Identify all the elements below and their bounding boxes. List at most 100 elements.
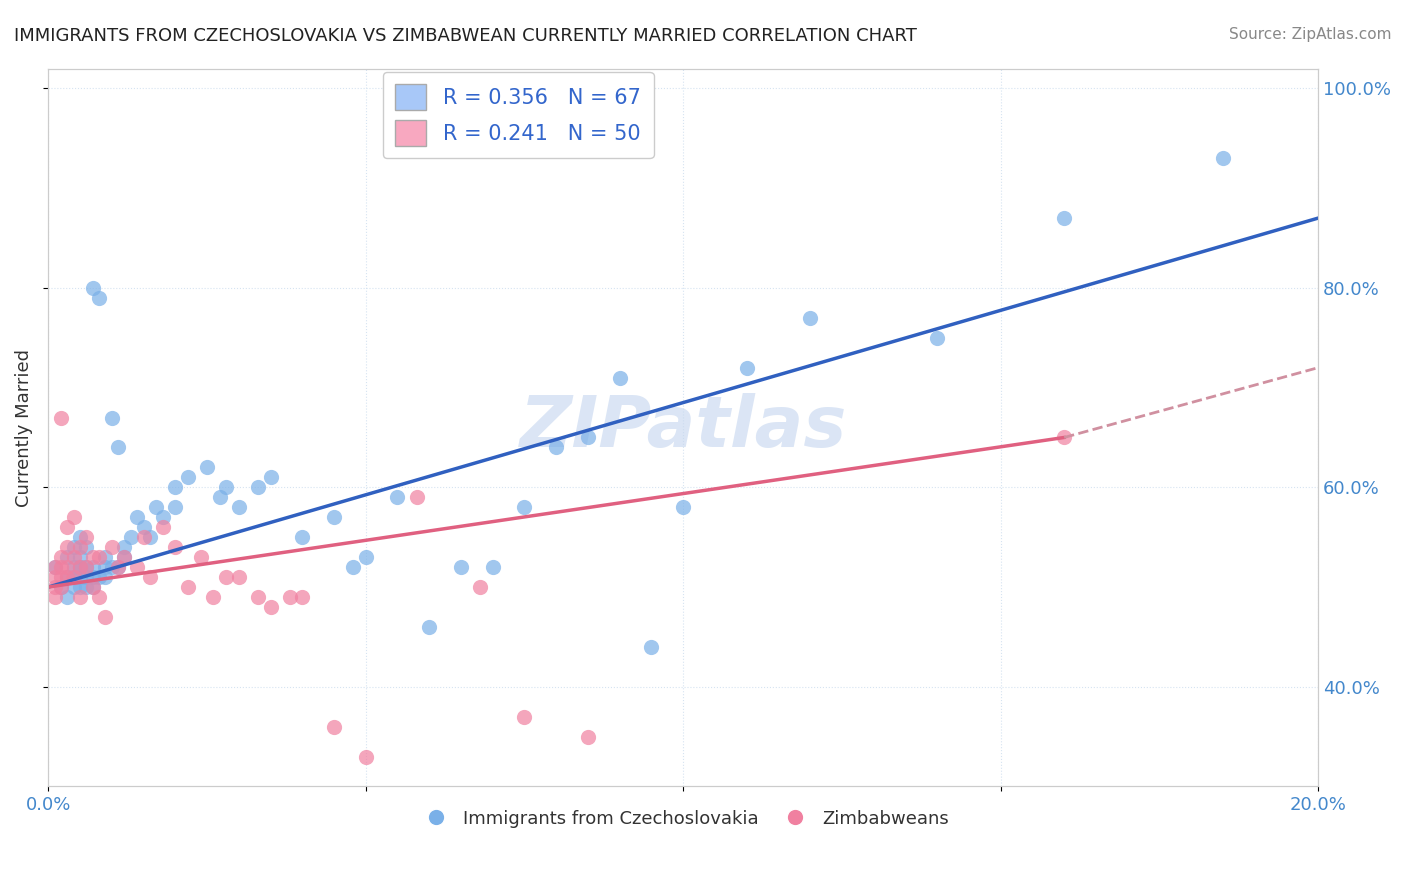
Point <box>342 560 364 574</box>
Point <box>94 550 117 565</box>
Point <box>120 530 142 544</box>
Point <box>927 331 949 345</box>
Point <box>75 560 97 574</box>
Point <box>152 520 174 534</box>
Point <box>69 540 91 554</box>
Point <box>513 500 536 515</box>
Point <box>56 550 79 565</box>
Point <box>114 540 136 554</box>
Y-axis label: Currently Married: Currently Married <box>15 349 32 507</box>
Point <box>132 530 155 544</box>
Point <box>323 720 346 734</box>
Point <box>44 590 66 604</box>
Point <box>62 560 84 574</box>
Point <box>165 500 187 515</box>
Point <box>177 470 200 484</box>
Point <box>127 510 149 524</box>
Point <box>82 550 104 565</box>
Point <box>468 580 491 594</box>
Point <box>82 580 104 594</box>
Point <box>75 580 97 594</box>
Point <box>107 560 129 574</box>
Point <box>1053 430 1076 444</box>
Point <box>44 570 66 584</box>
Point <box>56 570 79 584</box>
Point <box>672 500 695 515</box>
Point <box>62 570 84 584</box>
Point <box>100 540 122 554</box>
Point <box>100 410 122 425</box>
Point <box>354 550 377 565</box>
Point <box>44 580 66 594</box>
Point <box>75 540 97 554</box>
Point <box>44 560 66 574</box>
Point <box>62 540 84 554</box>
Point <box>513 709 536 723</box>
Legend: Immigrants from Czechoslovakia, Zimbabweans: Immigrants from Czechoslovakia, Zimbabwe… <box>411 803 956 835</box>
Point <box>576 430 599 444</box>
Point <box>405 491 427 505</box>
Point <box>69 550 91 565</box>
Point <box>640 640 662 654</box>
Point <box>69 560 91 574</box>
Point <box>56 590 79 604</box>
Point <box>190 550 212 565</box>
Point <box>75 560 97 574</box>
Point <box>114 550 136 565</box>
Point <box>82 281 104 295</box>
Point <box>114 550 136 565</box>
Text: Source: ZipAtlas.com: Source: ZipAtlas.com <box>1229 27 1392 42</box>
Point <box>49 570 72 584</box>
Point <box>735 360 758 375</box>
Point <box>202 590 225 604</box>
Point <box>82 570 104 584</box>
Point <box>49 550 72 565</box>
Point <box>1212 151 1234 165</box>
Point <box>75 570 97 584</box>
Point <box>69 530 91 544</box>
Point <box>75 530 97 544</box>
Point <box>152 510 174 524</box>
Point <box>291 590 314 604</box>
Point <box>69 560 91 574</box>
Point <box>139 530 162 544</box>
Point <box>228 570 250 584</box>
Point <box>49 560 72 574</box>
Point <box>387 491 409 505</box>
Point <box>49 410 72 425</box>
Point <box>56 560 79 574</box>
Text: ZIPatlas: ZIPatlas <box>520 393 846 462</box>
Point <box>62 550 84 565</box>
Point <box>208 491 231 505</box>
Point <box>56 570 79 584</box>
Point <box>450 560 472 574</box>
Point <box>49 580 72 594</box>
Point <box>576 730 599 744</box>
Point <box>259 599 281 614</box>
Point <box>609 370 631 384</box>
Point <box>107 441 129 455</box>
Point <box>44 560 66 574</box>
Point <box>177 580 200 594</box>
Point <box>107 560 129 574</box>
Point <box>145 500 167 515</box>
Point <box>69 570 91 584</box>
Point <box>82 560 104 574</box>
Point <box>799 310 821 325</box>
Point <box>87 570 110 584</box>
Point <box>139 570 162 584</box>
Point <box>246 480 269 494</box>
Point <box>87 550 110 565</box>
Point <box>195 460 218 475</box>
Point <box>215 480 238 494</box>
Point <box>94 570 117 584</box>
Point <box>132 520 155 534</box>
Point <box>127 560 149 574</box>
Point <box>100 560 122 574</box>
Point <box>546 441 568 455</box>
Text: IMMIGRANTS FROM CZECHOSLOVAKIA VS ZIMBABWEAN CURRENTLY MARRIED CORRELATION CHART: IMMIGRANTS FROM CZECHOSLOVAKIA VS ZIMBAB… <box>14 27 917 45</box>
Point <box>56 540 79 554</box>
Point <box>69 590 91 604</box>
Point <box>94 610 117 624</box>
Point <box>82 580 104 594</box>
